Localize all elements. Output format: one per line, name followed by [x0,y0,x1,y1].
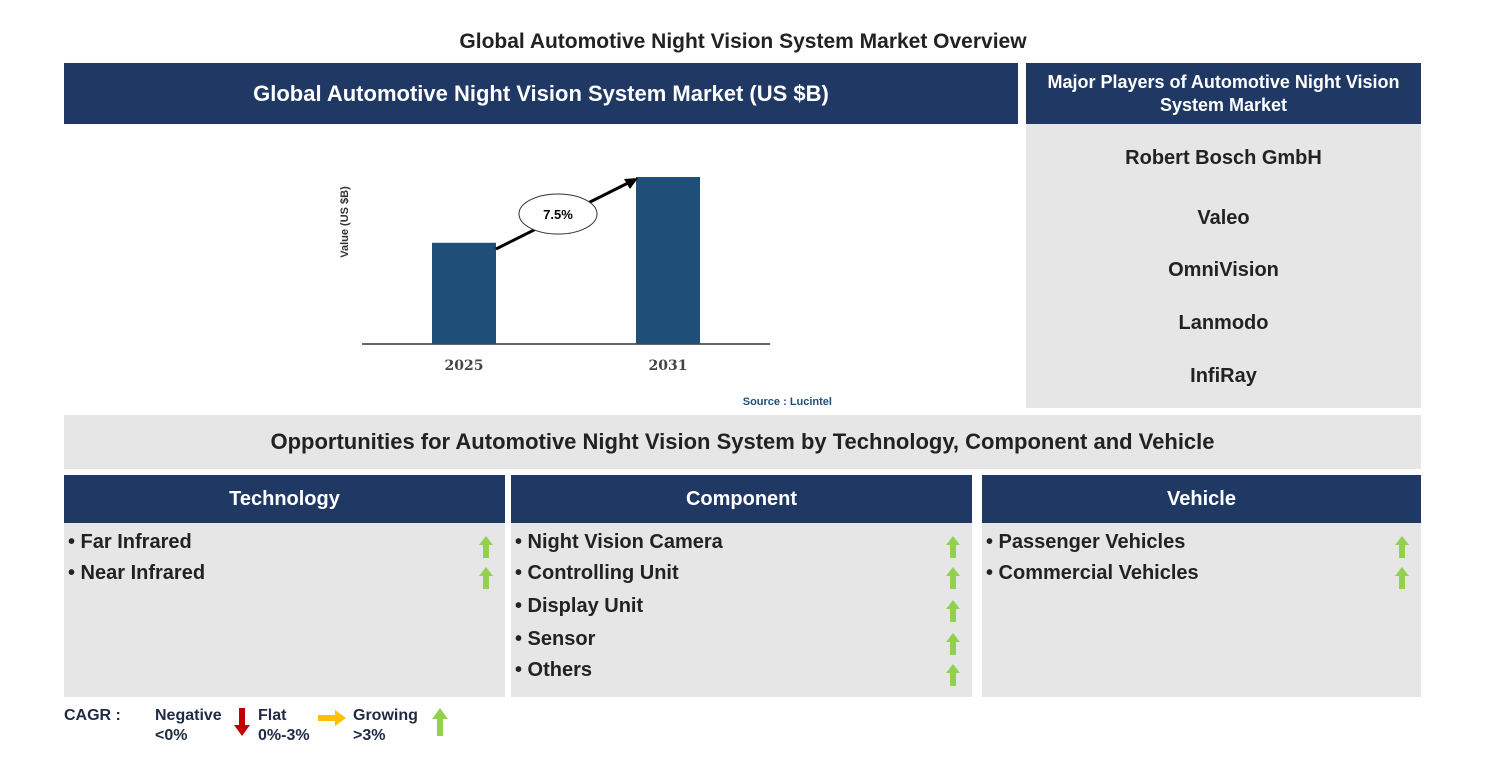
legend-negative: Negative <0% [155,706,222,746]
legend-negative-range: <0% [155,727,188,744]
legend-flat: Flat 0%-3% [258,706,310,746]
legend-negative-label: Negative [155,707,222,724]
arrow-head-icon [624,178,638,189]
segment-item: • Night Vision Camera [515,531,723,553]
bar-2031 [636,177,700,344]
players-header: Major Players of Automotive Night Vision… [1026,63,1421,124]
segment-header-component: Component [511,475,972,523]
growing-arrow-icon [946,536,960,558]
growing-arrow-icon [479,536,493,558]
segment-item: • Sensor [515,628,596,650]
players-list: Robert Bosch GmbH Valeo OmniVision Lanmo… [1026,124,1421,408]
growing-arrow-icon [946,633,960,655]
legend-flat-range: 0%-3% [258,727,310,744]
up-arrow-icon [432,708,448,736]
segment-header-technology: Technology [64,475,505,523]
page-title: Global Automotive Night Vision System Ma… [459,30,1027,53]
growing-arrow-icon [1395,567,1409,589]
growing-arrow-icon [1395,536,1409,558]
segment-header-vehicle: Vehicle [982,475,1421,523]
cagr-bubble [518,193,598,235]
market-header: Global Automotive Night Vision System Ma… [64,63,1018,124]
bar-2025 [432,242,496,344]
segment-item: • Passenger Vehicles [986,531,1186,553]
legend-growing-range: >3% [353,727,386,744]
legend-growing: Growing >3% [353,706,418,746]
segment-list-component: • Night Vision Camera • Controlling Unit •… [511,523,972,697]
player-item: Robert Bosch GmbH [1125,147,1322,169]
opportunities-header: Opportunities for Automotive Night Visio… [64,415,1421,469]
right-arrow-icon [318,710,346,726]
player-item: Valeo [1197,207,1250,229]
source-label: Source : Lucintel [743,396,832,408]
segment-list-technology: • Far Infrared • Near Infrared [64,523,505,697]
segment-item: • Controlling Unit [515,562,679,584]
player-item: OmniVision [1168,259,1279,281]
legend-flat-label: Flat [258,707,287,724]
segment-list-vehicle: • Passenger Vehicles • Commercial Vehicle… [982,523,1421,697]
legend-label: CAGR : [64,707,121,724]
legend-growing-label: Growing [353,707,418,724]
segment-item: • Far Infrared [68,531,192,553]
segment-item: • Others [515,659,593,681]
segment-item: • Commercial Vehicles [986,562,1199,584]
y-axis-label: Value (US $B) [339,186,351,258]
segment-item: • Near Infrared [68,562,206,584]
growing-arrow-icon [946,664,960,686]
down-arrow-icon [234,708,250,736]
growing-arrow-icon [946,600,960,622]
player-item: Lanmodo [1178,312,1269,334]
market-chart: Value (US $B) 2025 2031 7.5% Source : Luc… [339,177,832,408]
segment-item: • Display Unit [515,595,644,617]
player-item: InfiRay [1190,365,1257,387]
cagr-label: 7.5% [543,207,573,222]
x-tick-label: 2025 [445,358,484,374]
growing-arrow-icon [479,567,493,589]
growing-arrow-icon [946,567,960,589]
x-tick-label: 2031 [649,358,688,374]
